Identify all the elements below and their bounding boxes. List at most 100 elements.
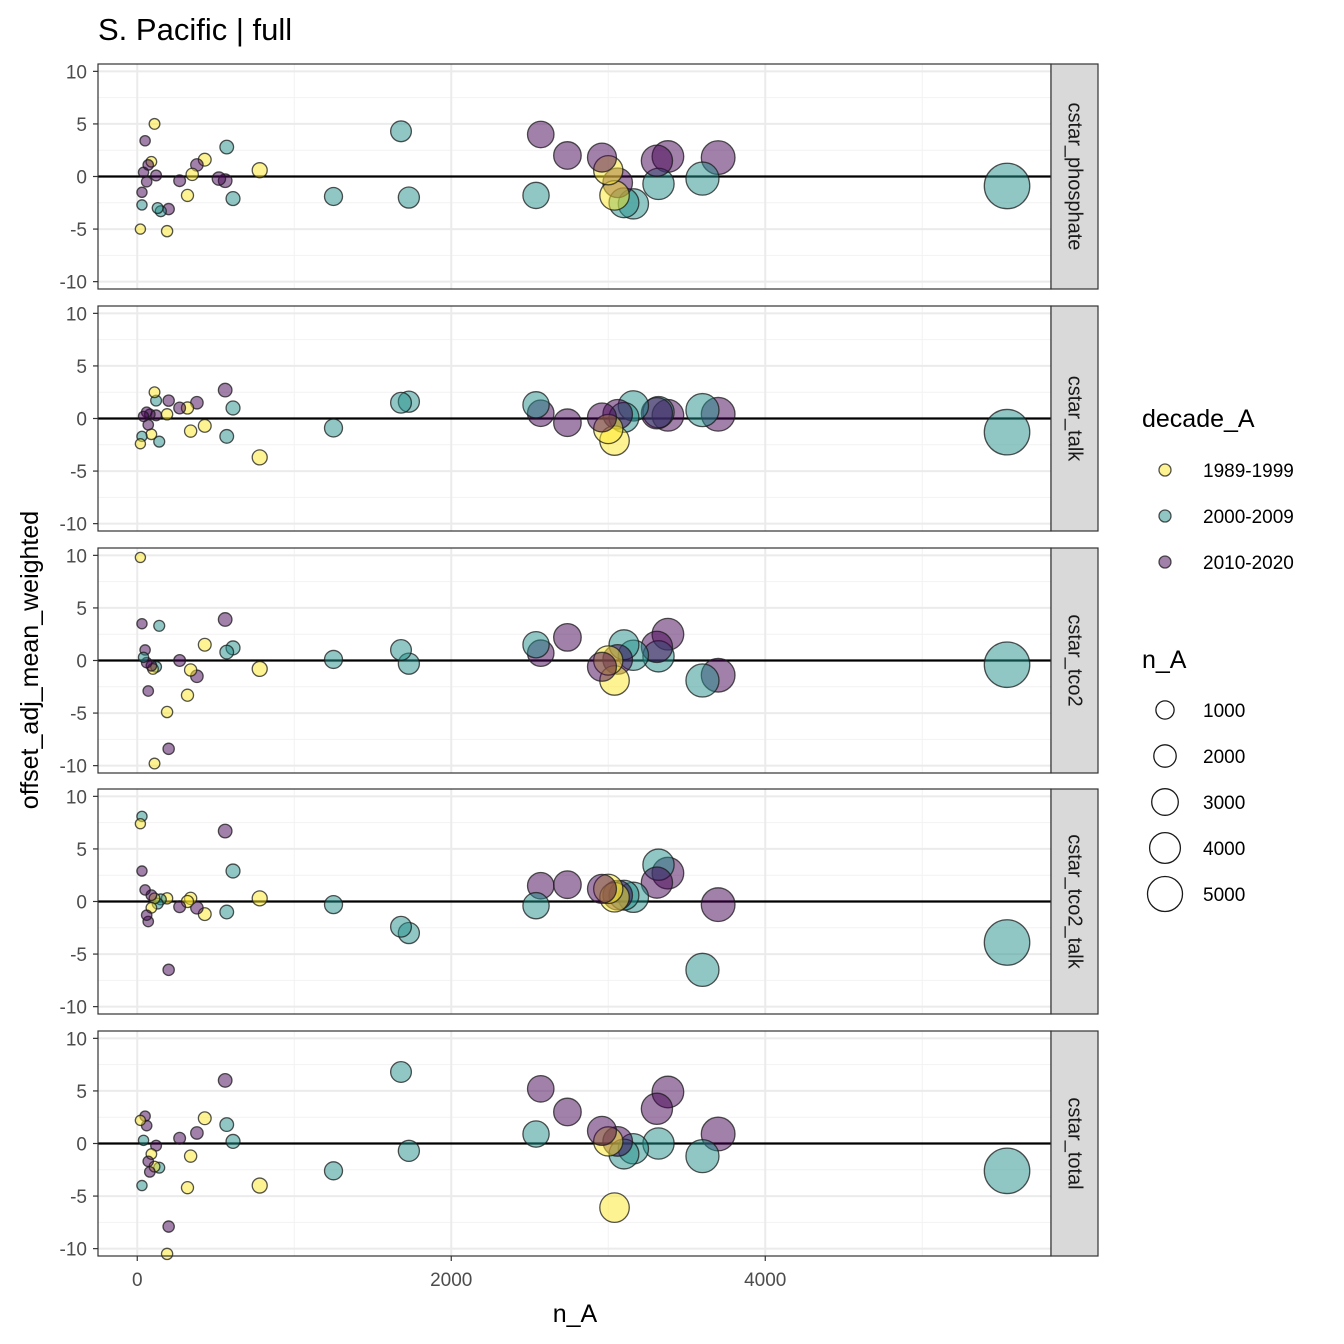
data-point [685,392,720,428]
facet-strip-label: cstar_tco2_talk [1064,834,1086,970]
data-point [137,651,150,664]
facet-strip [1050,305,1099,532]
y-tick-label: -10 [60,273,87,294]
data-point [983,408,1031,456]
color-legend-key [1158,555,1172,569]
facet-panel-cstar_total: 10 5 0 -5 -10 cstar_total [60,1029,1099,1261]
data-point [251,660,268,678]
size-legend-key [1151,788,1179,816]
data-point [148,386,161,399]
data-point [219,904,235,920]
facet-panel-cstar_tco2_talk: 10 5 0 -5 -10 cstar_tco2_talk [60,787,1099,1019]
data-point [134,817,147,830]
x-tick-label: 0 [132,1270,143,1291]
data-point [197,637,212,652]
data-point [553,622,582,652]
y-tick-label: -5 [70,220,87,241]
y-tick-label: 10 [66,62,87,83]
size-legend-label: 1000 [1203,701,1245,722]
data-point [599,180,630,211]
size-legend-key [1155,700,1175,720]
data-point [148,757,161,770]
data-point [586,142,618,173]
data-point [134,551,147,564]
y-tick-label: -5 [70,1187,87,1208]
data-point [162,1220,175,1233]
data-point [323,895,344,915]
y-tick-label: -5 [70,462,87,483]
data-point [389,638,413,662]
data-point [134,223,147,235]
y-tick-label: -10 [60,1240,87,1261]
facet-strip-label: cstar_tco2 [1064,614,1086,706]
data-point [136,865,148,877]
size-legend-key [1146,875,1184,913]
data-point [323,186,344,207]
data-point [137,166,150,179]
data-point [685,161,720,196]
data-point [389,391,413,414]
data-point [134,438,147,450]
data-point [640,866,674,899]
data-point [219,644,235,660]
data-point [251,1177,268,1194]
data-point [225,1133,241,1149]
data-point [586,1115,618,1147]
size-legend-key [1148,831,1182,865]
data-point [173,900,187,914]
size-legend-label: 4000 [1203,839,1245,860]
color-legend-label: 2010-2020 [1203,553,1294,574]
facet-strip [1050,1030,1099,1257]
data-point [225,863,241,879]
data-point [148,117,161,130]
data-point [143,1165,156,1178]
x-axis: 0 2000 4000 [132,1256,786,1291]
data-point [219,428,235,444]
y-tick-label: 10 [66,304,87,325]
data-point [219,139,235,155]
data-point [323,1161,344,1181]
x-tick-label: 2000 [430,1270,472,1291]
data-point [197,1111,212,1126]
data-point [640,144,674,177]
data-point [173,174,187,188]
size-legend-label: 2000 [1203,747,1245,768]
y-tick-label: 5 [76,840,87,861]
y-tick-label: -10 [60,998,87,1019]
size-legend-label: 5000 [1203,885,1245,906]
data-point [217,1072,233,1088]
x-axis-title: n_A [553,1300,598,1328]
data-point [134,1114,147,1127]
data-point [190,1126,204,1140]
legend: decade_A 1989-1999 2000-2009 2010-2020 n_A… [1142,405,1294,913]
data-point [522,391,550,419]
data-point [160,224,174,238]
data-point [251,890,268,907]
data-point [197,418,212,433]
y-tick-label: -5 [70,945,87,966]
data-point [190,900,204,915]
data-point [183,424,198,438]
data-point [217,823,233,839]
data-point [553,870,582,900]
y-tick-label: 10 [66,787,87,808]
color-legend: 1989-1999 2000-2009 2010-2020 [1158,461,1294,574]
data-point [162,394,175,407]
data-point [983,1147,1031,1195]
data-point [389,120,413,143]
y-tick-label: 0 [76,168,87,189]
color-legend-key [1158,463,1172,477]
data-point [180,1180,195,1195]
size-legend: 1000 2000 3000 4000 5000 [1146,700,1245,913]
y-tick-label: 0 [76,652,87,673]
x-tick-label: 4000 [744,1270,786,1291]
y-tick-label: 5 [76,599,87,620]
data-point [137,1134,150,1147]
data-point [522,630,550,659]
color-legend-title: decade_A [1142,405,1255,433]
data-point [142,1155,155,1168]
y-tick-label: 0 [76,410,87,431]
facet-panel-cstar_tco2: 10 5 0 -5 -10 cstar_tco2 [60,546,1099,778]
data-point [140,175,153,188]
data-point [217,612,233,627]
